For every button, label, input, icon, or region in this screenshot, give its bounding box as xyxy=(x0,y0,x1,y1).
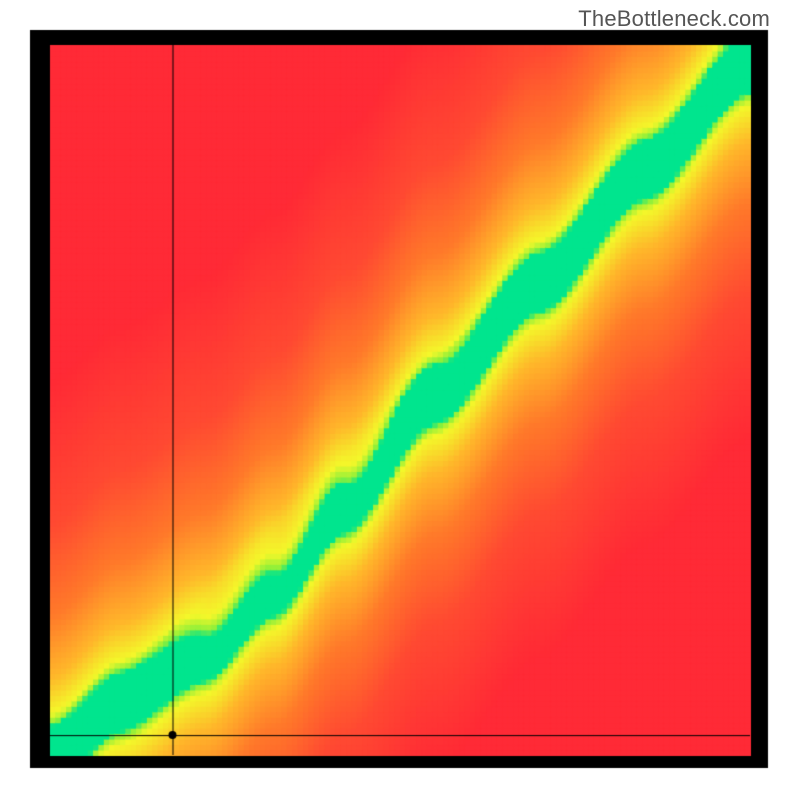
bottleneck-heatmap xyxy=(0,0,800,800)
watermark-text: TheBottleneck.com xyxy=(578,6,770,32)
